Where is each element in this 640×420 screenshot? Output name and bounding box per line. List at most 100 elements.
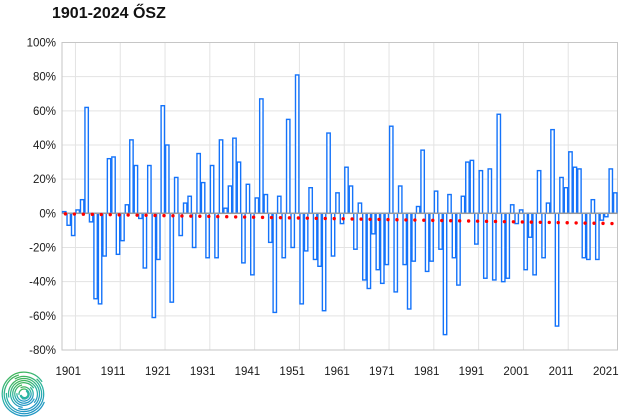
trend-dot <box>72 212 77 216</box>
trend-dot <box>547 220 551 225</box>
y-axis-tick-label: 60% <box>33 106 56 118</box>
bar <box>532 212 538 276</box>
bar <box>254 197 260 215</box>
trend-dot <box>431 218 435 223</box>
bar <box>366 212 372 290</box>
bar <box>563 187 569 215</box>
trend-dot <box>457 219 462 223</box>
bar <box>505 212 511 279</box>
trend-dot <box>233 215 238 219</box>
bar <box>214 212 219 259</box>
logo-arc <box>10 380 39 408</box>
trend-dot <box>449 218 453 223</box>
bar <box>447 193 452 215</box>
bar <box>250 212 255 276</box>
logo-arc <box>16 386 32 402</box>
bar <box>142 212 148 269</box>
bar <box>326 132 331 215</box>
bar <box>227 185 233 215</box>
bar <box>232 137 237 215</box>
bar <box>465 161 470 215</box>
trend-dot <box>242 215 247 219</box>
bar <box>361 212 367 281</box>
trend-dot <box>278 215 283 220</box>
bar <box>209 164 215 215</box>
x-axis-tick-label: 1931 <box>190 366 216 378</box>
trend-dot <box>395 218 399 222</box>
trend-dot <box>565 221 569 225</box>
bar <box>482 212 488 279</box>
bar <box>370 212 376 235</box>
bar <box>160 105 166 215</box>
bar <box>388 125 394 215</box>
trend-dot <box>135 213 139 217</box>
bar <box>545 202 551 215</box>
bar <box>451 212 457 259</box>
trend-dot <box>314 216 319 221</box>
bar <box>312 212 318 261</box>
x-axis-tick-label: 2021 <box>593 366 619 378</box>
trend-dot <box>350 217 354 221</box>
bar <box>460 195 466 215</box>
bar <box>138 212 143 220</box>
bar <box>129 139 134 215</box>
bar <box>263 193 269 215</box>
bar <box>223 207 228 215</box>
trend-dot <box>251 215 256 219</box>
trend-dot <box>207 214 211 219</box>
trend-dot <box>359 217 363 221</box>
trend-dot <box>99 212 103 217</box>
bar <box>290 212 296 249</box>
bar <box>115 212 121 256</box>
trend-dot <box>610 221 614 226</box>
x-axis-tick-label: 1901 <box>55 366 81 378</box>
bar <box>70 212 76 237</box>
trend-dot <box>440 218 444 223</box>
bar <box>66 212 72 226</box>
bar <box>500 212 506 283</box>
bar <box>478 169 484 215</box>
bar <box>397 185 403 215</box>
logo-arc <box>7 377 41 411</box>
x-axis-tick-label: 2001 <box>503 366 529 378</box>
bar <box>357 202 363 215</box>
bar <box>335 192 340 215</box>
trend-dot <box>341 217 345 221</box>
x-axis-tick-label: 1991 <box>459 366 485 378</box>
x-axis-tick-label: 1911 <box>101 366 126 378</box>
bar <box>406 212 412 310</box>
x-axis-tick-label: 1971 <box>369 366 395 378</box>
trend-dot <box>404 218 408 222</box>
trend-dot <box>520 220 525 224</box>
bar <box>120 212 125 242</box>
x-axis-tick-label: 2011 <box>549 366 574 378</box>
bar <box>415 205 421 215</box>
bar <box>187 195 193 215</box>
bar <box>469 159 475 215</box>
trend-dot <box>63 212 68 216</box>
trend-dot <box>511 220 516 224</box>
bar <box>608 168 614 215</box>
trend-dot <box>466 219 471 223</box>
y-axis-tick-label: 100% <box>27 38 56 50</box>
trend-dot <box>475 219 480 223</box>
bar <box>111 156 116 215</box>
bar <box>294 74 300 215</box>
bar <box>348 185 354 215</box>
bar <box>379 212 385 285</box>
bar <box>205 212 210 259</box>
logo-center-comma <box>19 389 30 400</box>
bar <box>550 128 555 215</box>
bar <box>420 149 426 215</box>
trend-dot <box>144 213 148 218</box>
bar <box>473 212 479 245</box>
bar <box>514 212 520 225</box>
trend-dot <box>502 219 507 224</box>
trend-dot <box>108 212 112 217</box>
bar <box>393 212 399 293</box>
bar <box>344 166 349 215</box>
bar <box>353 212 358 250</box>
bar <box>164 144 170 215</box>
